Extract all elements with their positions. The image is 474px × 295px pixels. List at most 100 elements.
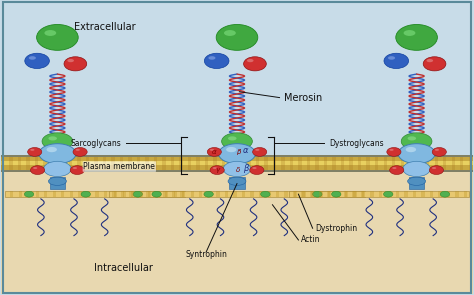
Ellipse shape [226, 147, 237, 152]
Ellipse shape [244, 57, 266, 71]
Ellipse shape [228, 177, 246, 185]
Ellipse shape [392, 167, 397, 169]
Bar [289, 191, 469, 197]
Bar [392, 157, 395, 171]
Bar [293, 191, 296, 197]
Bar [358, 157, 361, 171]
Bar [43, 157, 46, 171]
Ellipse shape [313, 191, 322, 197]
Bar [344, 191, 347, 197]
Bar [362, 191, 365, 197]
Bar [379, 191, 382, 197]
Bar [182, 191, 185, 197]
Bar [299, 157, 302, 171]
Bar [0, 155, 474, 157]
Bar [328, 191, 331, 197]
Ellipse shape [388, 56, 395, 60]
Bar [77, 157, 81, 171]
Bar [137, 157, 140, 171]
Bar [230, 157, 234, 171]
Bar [213, 157, 217, 171]
Ellipse shape [331, 191, 341, 197]
Bar [324, 157, 327, 171]
Bar [387, 191, 391, 197]
Ellipse shape [210, 166, 224, 175]
Bar [250, 191, 254, 197]
Ellipse shape [216, 24, 258, 50]
Bar [310, 191, 313, 197]
Ellipse shape [46, 147, 57, 152]
Ellipse shape [396, 24, 438, 50]
Text: δ: δ [237, 167, 240, 173]
Bar [430, 191, 433, 197]
Bar [69, 157, 72, 171]
Bar [0, 1, 474, 155]
Ellipse shape [24, 191, 34, 197]
Bar [222, 157, 225, 171]
Ellipse shape [247, 59, 254, 62]
Ellipse shape [398, 144, 435, 164]
Ellipse shape [133, 191, 143, 197]
Bar [94, 157, 98, 171]
Bar [50, 178, 65, 189]
Bar [307, 157, 310, 171]
Bar [18, 191, 22, 197]
Bar [383, 157, 387, 171]
Bar [242, 191, 245, 197]
Bar [413, 191, 416, 197]
Bar [86, 157, 89, 171]
Text: Dystroglycans: Dystroglycans [329, 139, 384, 148]
Bar [318, 191, 321, 197]
Bar [95, 191, 99, 197]
Bar [128, 157, 132, 171]
Ellipse shape [42, 133, 73, 150]
Bar [301, 191, 305, 197]
Bar [173, 191, 177, 197]
Bar [0, 161, 474, 165]
Bar [70, 191, 73, 197]
Ellipse shape [435, 149, 439, 151]
Bar [0, 165, 474, 171]
Ellipse shape [204, 191, 213, 197]
Bar [44, 191, 47, 197]
Bar [332, 157, 336, 171]
Bar [208, 191, 211, 197]
Bar [188, 157, 191, 171]
Ellipse shape [222, 133, 252, 150]
Bar [179, 157, 182, 171]
Bar [111, 157, 115, 171]
Bar [452, 157, 455, 171]
Ellipse shape [408, 136, 416, 140]
Ellipse shape [253, 148, 267, 156]
Bar [349, 157, 353, 171]
Bar [9, 157, 12, 171]
Ellipse shape [45, 30, 56, 36]
Bar [311, 191, 314, 197]
Bar [196, 157, 200, 171]
Ellipse shape [432, 148, 447, 156]
Text: Dystrophin: Dystrophin [315, 224, 357, 233]
Bar [353, 191, 356, 197]
Text: α: α [212, 149, 217, 155]
Bar [146, 157, 149, 171]
Bar [162, 157, 165, 171]
Ellipse shape [76, 149, 80, 151]
Bar [404, 191, 408, 197]
Ellipse shape [390, 166, 404, 175]
Bar [163, 191, 166, 197]
Bar [229, 178, 245, 189]
Bar [327, 191, 330, 197]
Bar [276, 191, 279, 197]
Bar [36, 191, 39, 197]
Bar [264, 157, 268, 171]
Ellipse shape [213, 167, 217, 169]
Bar [0, 157, 474, 161]
Text: Actin: Actin [301, 235, 320, 245]
Ellipse shape [48, 136, 57, 140]
Text: γ: γ [215, 167, 219, 173]
Bar [294, 191, 297, 197]
Bar [302, 191, 306, 197]
Ellipse shape [207, 148, 221, 156]
Bar [0, 157, 4, 171]
Bar [438, 191, 442, 197]
